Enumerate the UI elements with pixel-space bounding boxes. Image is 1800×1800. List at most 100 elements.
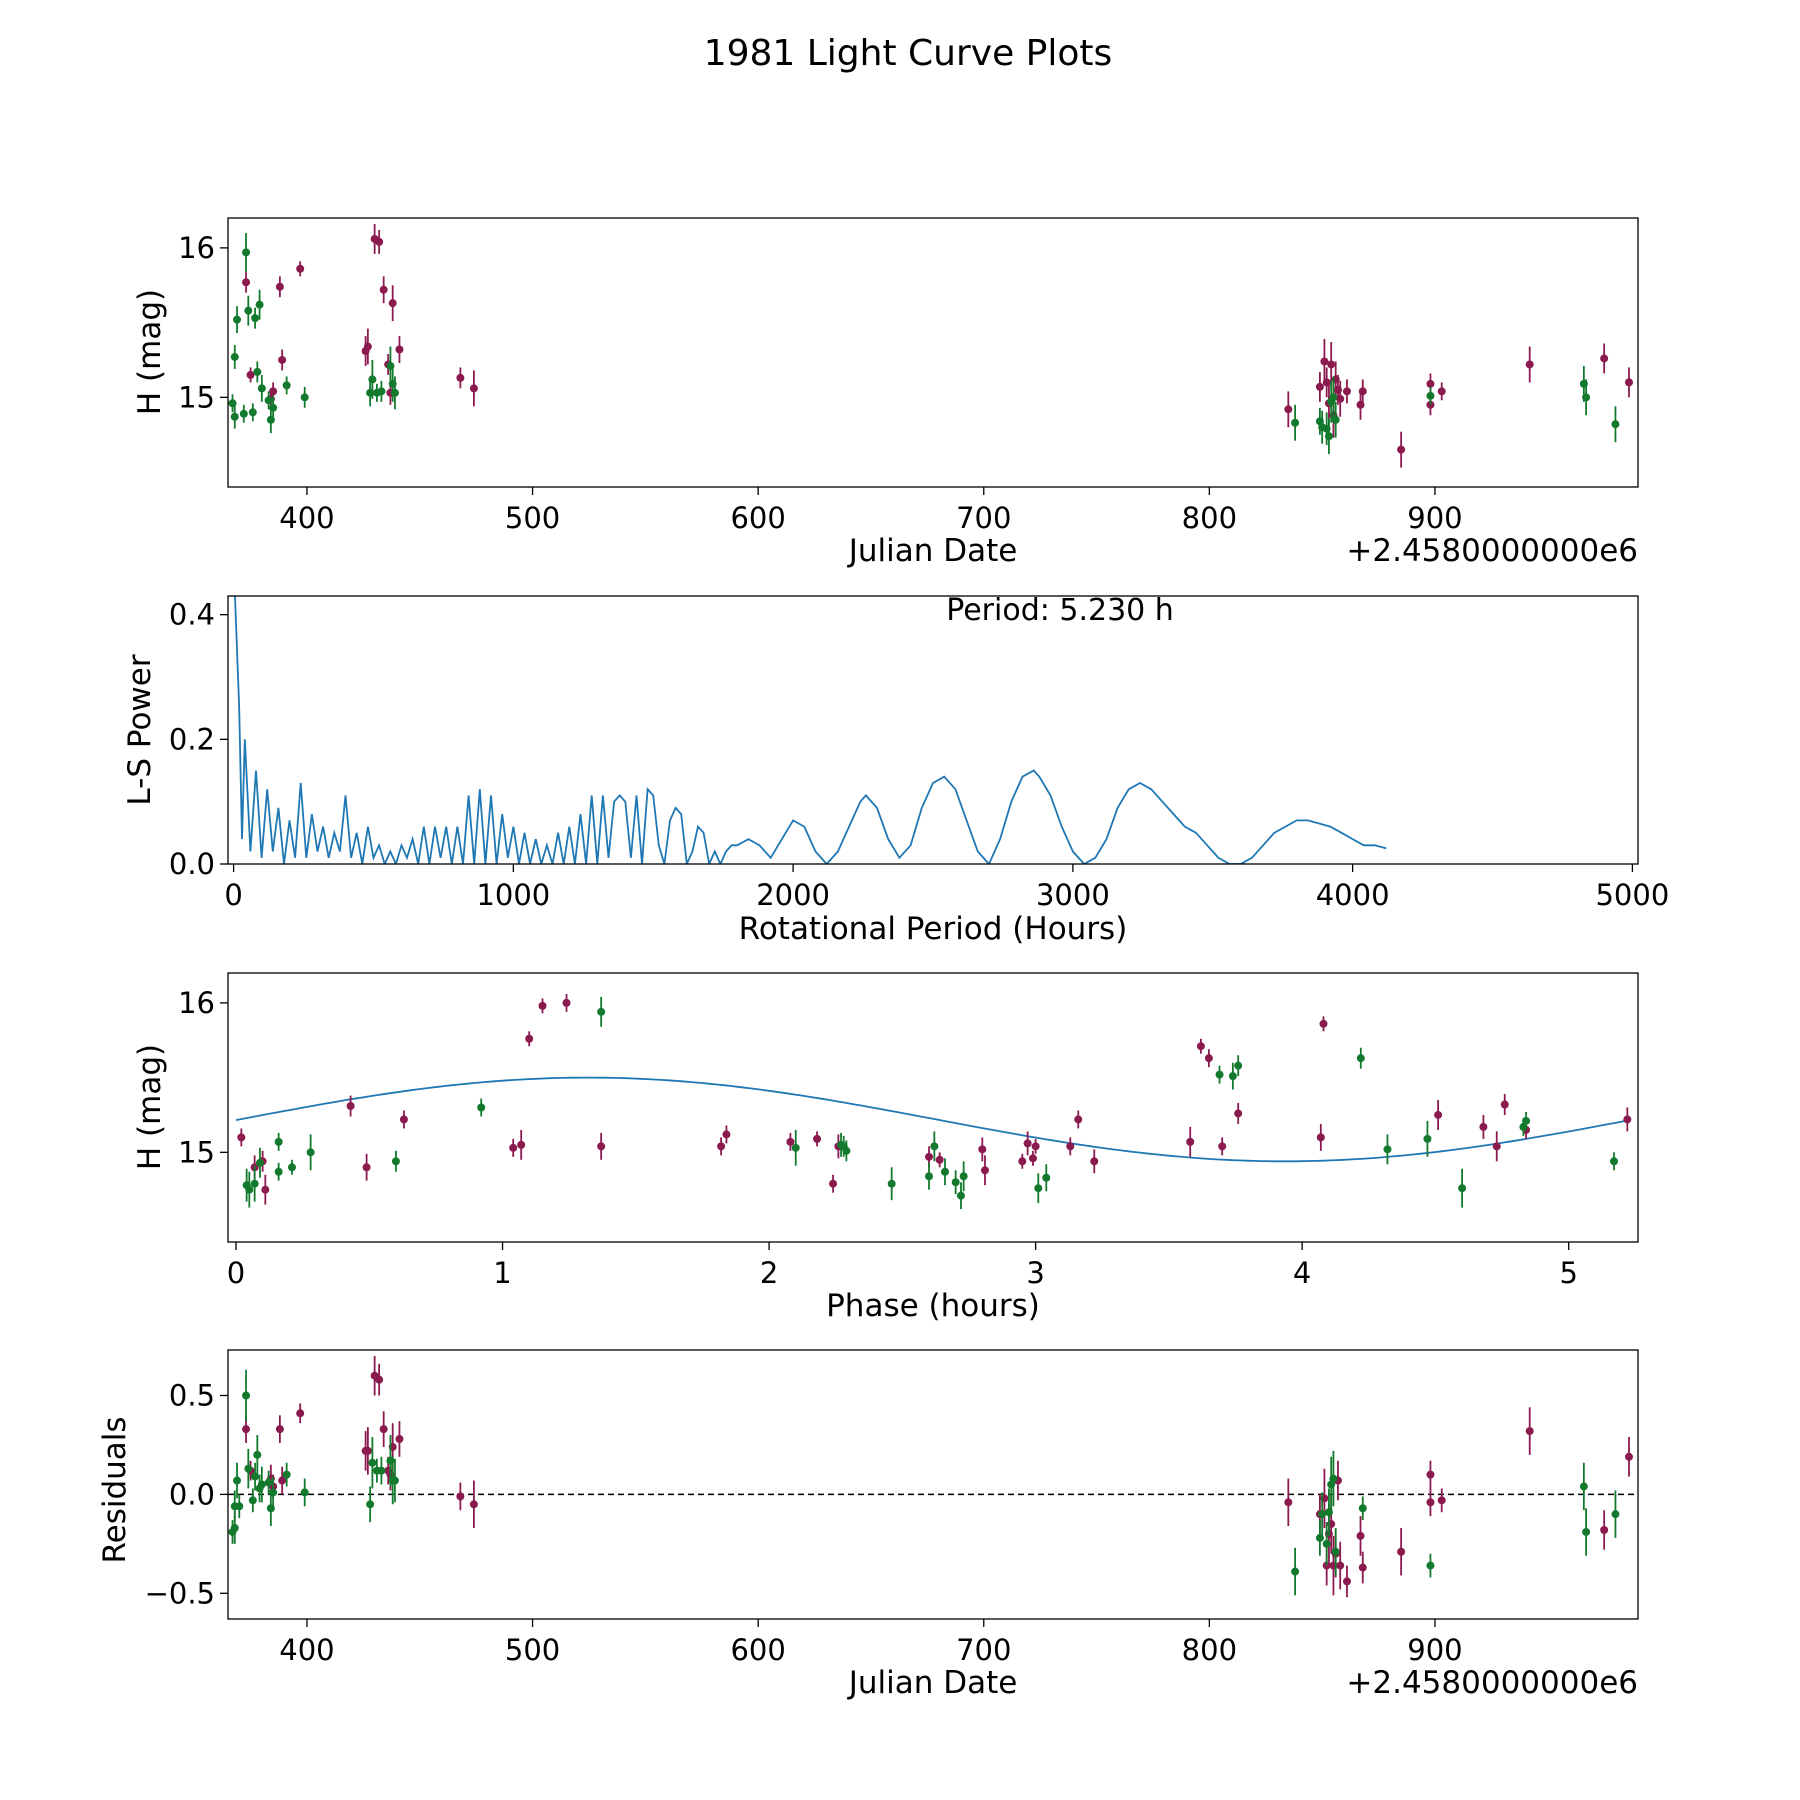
phase-xtick-label: 4: [1293, 1256, 1311, 1290]
phase-plot-frame: [227, 972, 1639, 1243]
residuals-data-point: [300, 1488, 309, 1497]
lightcurve-data-point: [1320, 357, 1329, 366]
phase-data-point: [1031, 1142, 1040, 1151]
lightcurve-xtick-label: 700: [956, 501, 1011, 535]
phase-xlabel: Phase (hours): [826, 1288, 1040, 1324]
phase-data-point: [1042, 1173, 1051, 1182]
phase-data-point: [930, 1142, 939, 1151]
periodogram-xtick-label: 2000: [756, 878, 830, 912]
lightcurve-data-point: [257, 384, 266, 393]
phase-data-point: [509, 1143, 518, 1152]
phase-data-point: [597, 1007, 606, 1016]
lightcurve-data-point: [251, 314, 260, 323]
lightcurve-data-point: [1611, 420, 1620, 429]
periodogram-y-ticks: 0.0 0.2 0.4: [169, 598, 228, 881]
residuals-data-point: [1291, 1567, 1300, 1576]
residuals-xtick-label: 600: [730, 1633, 785, 1667]
periodogram-xtick-label: 3000: [1036, 878, 1110, 912]
phase-data-point: [925, 1172, 934, 1181]
phase-data-point: [1522, 1116, 1531, 1125]
phase-data-point: [1383, 1145, 1392, 1154]
residuals-data-point: [264, 1478, 273, 1487]
residuals-xtick-label: 800: [1182, 1633, 1237, 1667]
residuals-data-point: [456, 1492, 465, 1501]
residuals-ytick-label: 0.0: [169, 1477, 215, 1511]
periodogram-marks: [234, 596, 1387, 864]
residuals-series-filter-2: [228, 1369, 1620, 1596]
residuals-data-point: [1426, 1498, 1435, 1507]
phase-data-point: [978, 1145, 987, 1154]
periodogram-ylabel: L-S Power: [122, 654, 158, 805]
residuals-data-point: [1331, 1547, 1340, 1556]
phase-data-point: [245, 1185, 254, 1194]
lightcurve-xtick-label: 400: [279, 501, 334, 535]
phase-data-point: [597, 1142, 606, 1151]
phase-data-point: [956, 1191, 965, 1200]
residuals-data-point: [278, 1476, 287, 1485]
phase-data-point: [959, 1172, 968, 1181]
phase-xtick-label: 0: [227, 1256, 245, 1290]
residuals-x-offset: +2.4580000000e6: [1346, 1665, 1638, 1701]
lightcurve-data-point: [246, 370, 255, 379]
lightcurve-data-point: [1358, 387, 1367, 396]
phase-data-point: [274, 1167, 283, 1176]
phase-data-point: [274, 1137, 283, 1146]
phase-data-point: [1196, 1042, 1205, 1051]
periodogram-ytick-label: 0.2: [169, 722, 215, 756]
lightcurve-data-point: [278, 355, 287, 364]
residuals-data-point: [1397, 1547, 1406, 1556]
lightcurve-data-point: [296, 264, 305, 273]
lightcurve-data-point: [282, 381, 291, 390]
lightcurve-xlabel: Julian Date: [847, 533, 1018, 569]
phase-data-point: [261, 1185, 270, 1194]
lightcurve-xtick-label: 900: [1407, 501, 1462, 535]
phase-data-point: [1610, 1157, 1619, 1166]
lightcurve-data-point: [377, 387, 386, 396]
residuals-data-point: [1426, 1470, 1435, 1479]
phase-data-point: [829, 1179, 838, 1188]
phase-data-point: [1023, 1139, 1032, 1148]
residuals-data-point: [1611, 1510, 1620, 1519]
lightcurve-data-point: [1315, 382, 1324, 391]
phase-data-point: [1218, 1142, 1227, 1151]
lightcurve-data-point: [1291, 418, 1300, 427]
phase-data-point: [1234, 1109, 1243, 1118]
residuals-marks: [228, 1355, 1638, 1598]
residuals-data-point: [1322, 1539, 1331, 1548]
phase-data-point: [1479, 1122, 1488, 1131]
periodogram-plot-frame: [227, 595, 1639, 865]
lightcurve-x-offset: +2.4580000000e6: [1346, 533, 1638, 569]
residuals-xlabel: Julian Date: [847, 1665, 1018, 1701]
phase-data-point: [362, 1163, 371, 1172]
residuals-xtick-label: 500: [505, 1633, 560, 1667]
residuals-data-point: [282, 1470, 291, 1479]
residuals-data-point: [469, 1500, 478, 1509]
residuals-data-point: [1600, 1525, 1609, 1534]
periodogram-x-ticks: 0 1000 2000 3000 4000 5000: [224, 864, 1669, 912]
lightcurve-data-point: [1437, 387, 1446, 396]
residuals-data-point: [363, 1446, 372, 1455]
phase-ylabel: H (mag): [132, 1044, 168, 1170]
periodogram-xlabel: Rotational Period (Hours): [739, 911, 1128, 947]
periodogram-xtick-label: 5000: [1595, 878, 1669, 912]
residuals-xtick-label: 900: [1407, 1633, 1462, 1667]
residuals-data-point: [1358, 1563, 1367, 1572]
phase-data-point: [562, 998, 571, 1007]
lightcurve-data-point: [469, 384, 478, 393]
phase-data-point: [791, 1143, 800, 1152]
residuals-data-point: [242, 1425, 251, 1434]
lightcurve-ytick-label: 15: [178, 380, 215, 414]
periodogram-xtick-label: 4000: [1316, 878, 1390, 912]
lightcurve-data-point: [1624, 378, 1633, 387]
residuals-data-point: [296, 1409, 305, 1418]
phase-data-point: [237, 1133, 246, 1142]
lightcurve-data-point: [255, 300, 264, 309]
lightcurve-data-point: [395, 345, 404, 354]
phase-data-point: [1500, 1100, 1509, 1109]
phase-data-point: [477, 1103, 486, 1112]
residuals-data-point: [1426, 1561, 1435, 1570]
lightcurve-data-point: [363, 342, 372, 351]
lightcurve-data-point: [244, 306, 253, 315]
lightcurve-data-point: [1331, 415, 1340, 424]
